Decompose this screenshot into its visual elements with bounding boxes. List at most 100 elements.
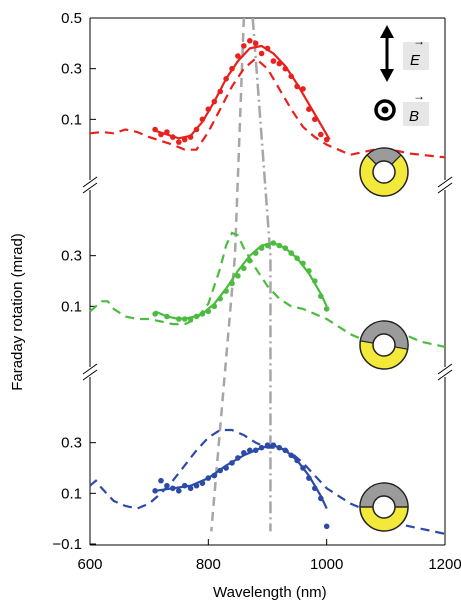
y-tick-label: 0.3 xyxy=(61,248,82,265)
top-data-point xyxy=(158,131,164,138)
middle-data-point xyxy=(211,303,218,310)
middle-data-point xyxy=(193,313,200,320)
bottom-data-point xyxy=(276,444,283,451)
top-data-point xyxy=(205,106,212,112)
top-data-point xyxy=(312,116,318,123)
middle-data-point xyxy=(306,268,312,274)
bottom-data-point xyxy=(312,485,318,492)
middle-data-point xyxy=(318,293,324,300)
b-symbol-arrow: → xyxy=(413,89,425,103)
axis-break-mark xyxy=(437,176,453,188)
top-data-point xyxy=(318,131,324,138)
middle-data-point xyxy=(199,311,206,317)
axis-break-mark xyxy=(437,363,453,375)
top-data-point xyxy=(170,134,176,140)
bottom-data-point xyxy=(247,447,253,454)
top-data-point xyxy=(176,139,182,145)
axis-break-mark xyxy=(437,182,453,194)
top-data-point xyxy=(217,88,223,95)
bottom-data-point xyxy=(306,475,312,481)
top-data-point xyxy=(193,126,200,133)
y-tick-label: −0.1 xyxy=(52,536,82,553)
bottom-data-point xyxy=(199,480,206,487)
top-data-point xyxy=(164,129,170,135)
circle-dot-icon xyxy=(374,99,396,121)
circle-dot-icon-center xyxy=(381,106,389,114)
middle-data-point xyxy=(247,257,253,264)
b-field-legend: → B xyxy=(374,89,429,126)
bottom-data-point xyxy=(211,472,218,479)
ring-icons xyxy=(359,147,409,532)
bottom-data-point xyxy=(170,485,176,492)
bottom-data-point xyxy=(294,457,300,464)
double-arrow-icon-top xyxy=(380,25,394,38)
y-tick-label: 0.5 xyxy=(61,10,82,27)
bottom-data-point xyxy=(241,450,247,456)
b-symbol: B xyxy=(409,108,419,125)
bottom-data-point xyxy=(258,444,265,451)
ring-top-gray-segment-icon-hole xyxy=(372,160,396,184)
ring-bottom-yellow-half-icon-hole xyxy=(372,495,396,519)
top-data-point xyxy=(247,38,253,44)
axis-break-mark xyxy=(82,369,98,381)
ring-right-gray-segment-icon xyxy=(359,320,409,370)
top-data-point xyxy=(229,65,235,72)
e-symbol-box xyxy=(403,42,429,70)
ring-bottom-yellow-half-icon xyxy=(359,482,409,532)
bottom-data-point xyxy=(158,477,164,484)
e-field-legend: → E xyxy=(380,25,429,82)
bottom-data-point xyxy=(181,482,188,489)
bottom-data-point xyxy=(164,482,170,489)
axis-break-mask xyxy=(437,367,453,377)
y-tick-label: 0.3 xyxy=(61,61,82,78)
axis-break-mark xyxy=(82,182,98,194)
x-axis-title: Wavelength (nm) xyxy=(213,584,327,601)
axis-break-mask xyxy=(437,180,453,190)
top-panel-series xyxy=(89,38,446,159)
bottom-data-point xyxy=(229,460,235,466)
bottom-data-point xyxy=(152,488,158,494)
middle-data-point xyxy=(187,316,194,322)
ring-top-gray-segment-icon xyxy=(359,147,409,197)
top-data-point xyxy=(276,60,283,67)
plot-axes: 600 800 1000 1200 0.5 0.3 0.1 0.3 0.1 0.3 0.1 −0.1 xyxy=(52,10,461,573)
top-data-point xyxy=(282,65,289,72)
x-tick-label: 1000 xyxy=(310,556,343,573)
middle-data-point xyxy=(294,255,300,261)
bottom-data-point xyxy=(217,467,223,474)
bottom-data-point xyxy=(288,452,295,459)
bottom-data-point xyxy=(252,447,259,454)
top-data-point xyxy=(199,116,206,123)
e-symbol-arrow: → xyxy=(413,34,425,48)
top-data-point xyxy=(288,73,295,80)
bottom-data-point xyxy=(282,447,289,454)
top-data-point xyxy=(152,126,158,133)
field-legend: → E → B xyxy=(374,25,429,126)
bottom-data-point xyxy=(176,488,182,494)
b-symbol-box xyxy=(403,102,429,126)
top-data-point xyxy=(306,106,312,112)
top-data-point xyxy=(241,43,247,49)
middle-data-point xyxy=(264,242,271,249)
top-data-point xyxy=(258,50,265,57)
series-group xyxy=(89,38,446,535)
middle-model-line xyxy=(89,231,446,348)
middle-data-point xyxy=(152,311,158,317)
middle-data-point xyxy=(258,245,265,251)
bottom-data-point xyxy=(193,482,200,489)
bottom-data-point xyxy=(187,485,194,492)
middle-data-point xyxy=(276,242,283,249)
axis-break-mark xyxy=(437,369,453,381)
bottom-data-point xyxy=(205,475,212,481)
axis-break-mask xyxy=(82,180,98,190)
bottom-data-point xyxy=(318,495,324,502)
y-tick-label: 0.1 xyxy=(61,298,82,315)
middle-data-point xyxy=(252,250,259,256)
top-data-point xyxy=(252,40,259,47)
y-tick-label: 0.1 xyxy=(61,485,82,502)
middle-data-point xyxy=(323,306,330,312)
x-tick-label: 1200 xyxy=(428,556,461,573)
dash-dot-guide xyxy=(251,17,272,532)
ring-right-gray-segment-icon-hole xyxy=(372,333,396,357)
